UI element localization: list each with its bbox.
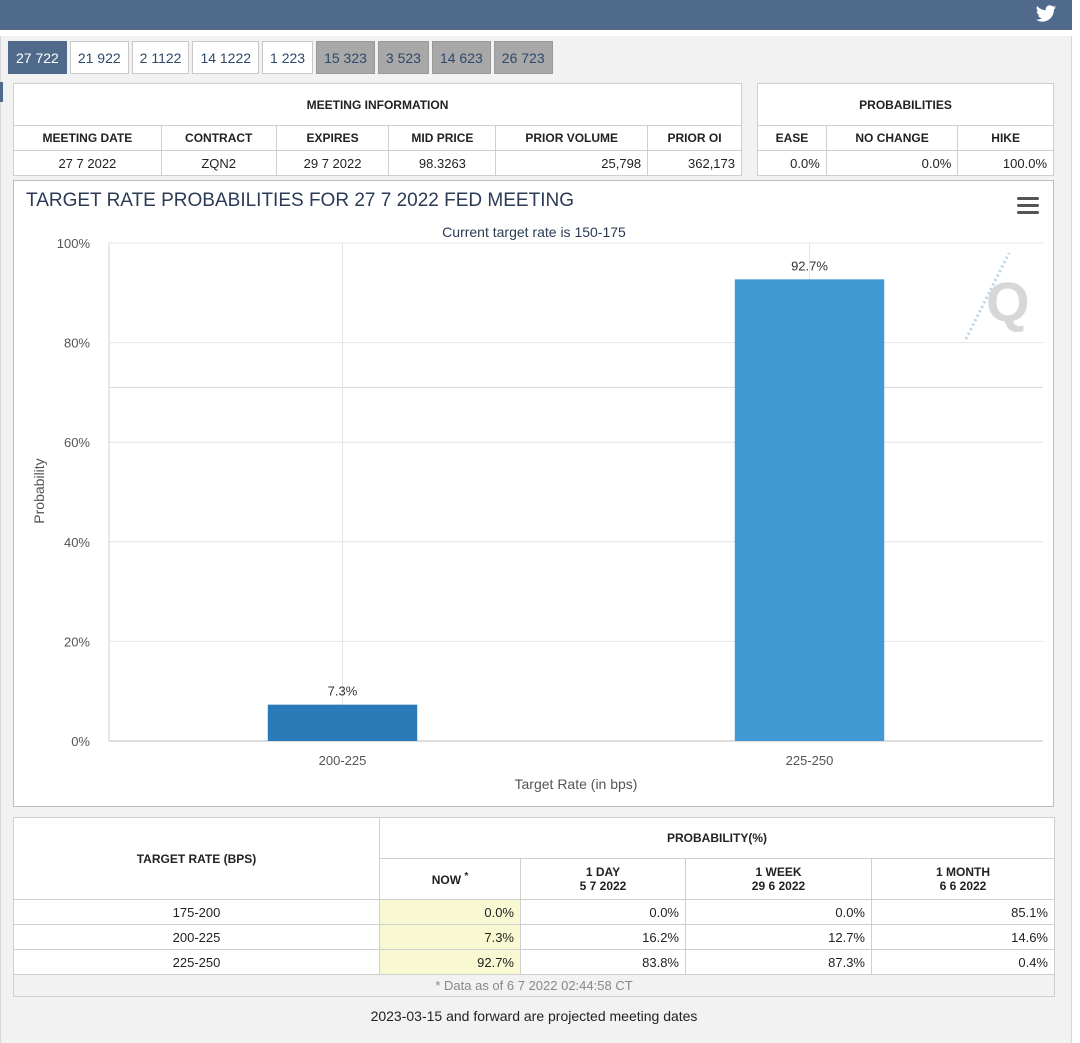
watermark-logo: Q xyxy=(964,252,1030,340)
chart-container: TARGET RATE PROBABILITIES FOR 27 7 2022 … xyxy=(13,180,1054,807)
expires-value: 29 7 2022 xyxy=(275,150,390,176)
target-rate-header: TARGET RATE (BPS) xyxy=(13,817,380,900)
y-tick-label: 100% xyxy=(57,236,91,251)
col-1-week: 1 WEEK 29 6 2022 xyxy=(685,858,872,900)
col-1-day: 1 DAY 5 7 2022 xyxy=(520,858,686,900)
mid-price-value: 98.3263 xyxy=(388,150,497,176)
hike-value: 100.0% xyxy=(957,150,1054,176)
probability-header: PROBABILITY(%) xyxy=(379,817,1055,859)
tab-meeting-9[interactable]: 26 723 xyxy=(493,41,553,74)
tab-meeting-2[interactable]: 21 922 xyxy=(69,41,129,74)
x-tick-label: 200-225 xyxy=(319,753,367,768)
col-now-label: NOW xyxy=(431,873,462,887)
month-cell: 14.6% xyxy=(871,924,1055,950)
meeting-info-table: MEETING INFORMATION MEETING DATE CONTRAC… xyxy=(13,83,742,176)
col-now: NOW * xyxy=(379,858,521,900)
y-tick-label: 60% xyxy=(64,435,90,450)
x-tick-label: 225-250 xyxy=(786,753,834,768)
rate-cell: 200-225 xyxy=(13,924,380,950)
data-labels: 7.3% 92.7% xyxy=(328,258,829,698)
chart-title: TARGET RATE PROBABILITIES FOR 27 7 2022 … xyxy=(26,190,574,211)
col-mid-price: MID PRICE xyxy=(388,125,497,151)
day-cell: 83.8% xyxy=(520,949,686,975)
prior-volume-value: 25,798 xyxy=(495,150,649,176)
day-cell: 16.2% xyxy=(520,924,686,950)
bar-200-225[interactable] xyxy=(267,704,418,741)
col-hike: HIKE xyxy=(957,125,1054,151)
meeting-info-header: MEETING INFORMATION xyxy=(13,83,742,126)
week-cell: 87.3% xyxy=(685,949,872,975)
bars xyxy=(267,279,885,741)
table-row: 200-225 7.3% 16.2% 12.7% 14.6% xyxy=(13,924,1055,950)
col-no-change: NO CHANGE xyxy=(825,125,959,151)
month-cell: 85.1% xyxy=(871,899,1055,925)
ease-value: 0.0% xyxy=(757,150,827,176)
projection-note: 2023-03-15 and forward are projected mee… xyxy=(370,1008,698,1024)
y-tick-label: 80% xyxy=(64,336,90,351)
prior-oi-value: 362,173 xyxy=(647,150,742,176)
bar-chart: Current target rate is 150-175 0% 20% 40% 6… xyxy=(31,224,1043,792)
twitter-icon[interactable] xyxy=(1034,3,1058,25)
y-axis-ticks: 0% 20% 40% 60% 80% 100% xyxy=(57,236,91,749)
col-meeting-date: MEETING DATE xyxy=(13,125,162,151)
col-1-day-date: 5 7 2022 xyxy=(579,879,627,893)
rate-probability-table: TARGET RATE (BPS) PROBABILITY(%) NOW * 1… xyxy=(13,817,1055,997)
meeting-tabs: 27 722 21 922 2 1122 14 1222 1 223 15 32… xyxy=(8,41,553,74)
chart-menu-icon[interactable] xyxy=(1017,197,1039,215)
meeting-date-value: 27 7 2022 xyxy=(13,150,162,176)
probabilities-table: PROBABILITIES EASE NO CHANGE HIKE 0.0% 0… xyxy=(757,83,1054,176)
y-tick-label: 20% xyxy=(64,634,90,649)
tab-meeting-7[interactable]: 3 523 xyxy=(377,41,429,74)
y-axis-label: Probability xyxy=(31,458,47,523)
y-tick-label: 40% xyxy=(64,535,90,550)
watermark-letter: Q xyxy=(986,270,1030,333)
col-1-day-label: 1 DAY xyxy=(585,865,621,879)
tab-meeting-3[interactable]: 2 1122 xyxy=(131,41,190,74)
col-1-week-label: 1 WEEK xyxy=(755,865,802,879)
col-1-month: 1 MONTH 6 6 2022 xyxy=(871,858,1055,900)
col-ease: EASE xyxy=(757,125,827,151)
col-1-week-date: 29 6 2022 xyxy=(751,879,806,893)
tab-meeting-1[interactable]: 27 722 xyxy=(8,41,67,74)
data-timestamp-footnote: * Data as of 6 7 2022 02:44:58 CT xyxy=(13,974,1055,997)
week-cell: 0.0% xyxy=(685,899,872,925)
col-contract: CONTRACT xyxy=(160,125,277,151)
col-now-footnote-mark: * xyxy=(464,871,469,882)
table-row: 225-250 92.7% 83.8% 87.3% 0.4% xyxy=(13,949,1055,975)
col-1-month-date: 6 6 2022 xyxy=(939,879,987,893)
tab-meeting-6[interactable]: 15 323 xyxy=(316,41,375,74)
month-cell: 0.4% xyxy=(871,949,1055,975)
x-axis-label: Target Rate (in bps) xyxy=(515,776,638,792)
now-cell: 0.0% xyxy=(379,899,521,925)
probabilities-header: PROBABILITIES xyxy=(757,83,1054,126)
data-label: 7.3% xyxy=(328,684,358,699)
y-tick-label: 0% xyxy=(71,734,90,749)
col-expires: EXPIRES xyxy=(275,125,390,151)
data-label: 92.7% xyxy=(791,258,828,273)
tab-meeting-4[interactable]: 14 1222 xyxy=(192,41,260,74)
chart-subtitle: Current target rate is 150-175 xyxy=(442,224,626,240)
no-change-value: 0.0% xyxy=(825,150,959,176)
col-prior-oi: PRIOR OI xyxy=(647,125,742,151)
now-cell: 7.3% xyxy=(379,924,521,950)
week-cell: 12.7% xyxy=(685,924,872,950)
col-prior-volume: PRIOR VOLUME xyxy=(495,125,649,151)
bar-225-250[interactable] xyxy=(734,279,885,741)
tab-meeting-8[interactable]: 14 623 xyxy=(431,41,491,74)
header-bar xyxy=(0,0,1072,30)
rate-cell: 175-200 xyxy=(13,899,380,925)
now-cell: 92.7% xyxy=(379,949,521,975)
rate-cell: 225-250 xyxy=(13,949,380,975)
x-axis-ticks: 200-225 225-250 xyxy=(319,753,834,768)
col-1-month-label: 1 MONTH xyxy=(936,865,990,879)
tab-meeting-5[interactable]: 1 223 xyxy=(262,41,314,74)
gridlines xyxy=(108,242,1043,742)
day-cell: 0.0% xyxy=(520,899,686,925)
contract-value: ZQN2 xyxy=(160,150,277,176)
table-row: 175-200 0.0% 0.0% 0.0% 85.1% xyxy=(13,899,1055,925)
left-indicator xyxy=(0,82,3,102)
